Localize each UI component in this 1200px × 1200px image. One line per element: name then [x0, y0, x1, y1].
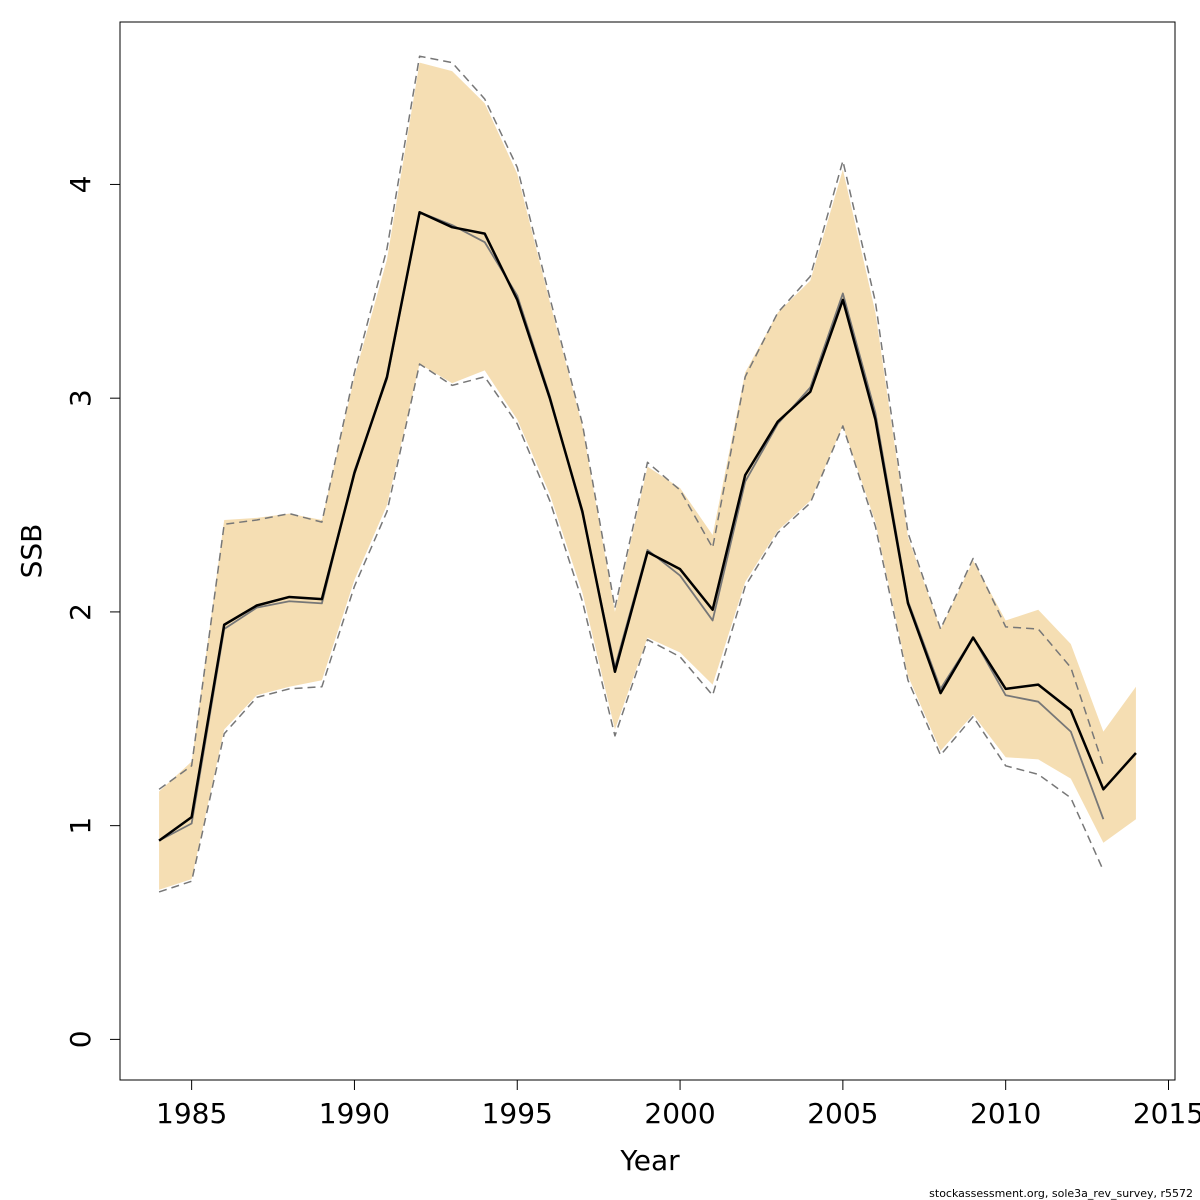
y-tick-label: 2	[64, 603, 97, 621]
x-axis-label: Year	[619, 1144, 680, 1177]
x-tick-label: 2015	[1133, 1097, 1200, 1130]
y-tick-label: 1	[64, 817, 97, 835]
x-tick-label: 2000	[644, 1097, 715, 1130]
x-tick-label: 1995	[482, 1097, 553, 1130]
y-tick-label: 3	[64, 389, 97, 407]
footer: stockassessment.org, sole3a_rev_survey, …	[929, 1187, 1193, 1200]
confidence-band	[159, 62, 1136, 890]
y-axis-label: SSB	[15, 524, 48, 579]
x-tick-label: 1985	[156, 1097, 227, 1130]
x-tick-label: 1990	[319, 1097, 390, 1130]
series-line	[158, 55, 1105, 790]
y-tick-label: 4	[64, 176, 97, 194]
x-tick-label: 2005	[807, 1097, 878, 1130]
y-tick-label: 0	[64, 1030, 97, 1048]
series-line	[158, 210, 1137, 842]
series-line	[158, 363, 1105, 893]
x-tick-label: 2010	[970, 1097, 1041, 1130]
